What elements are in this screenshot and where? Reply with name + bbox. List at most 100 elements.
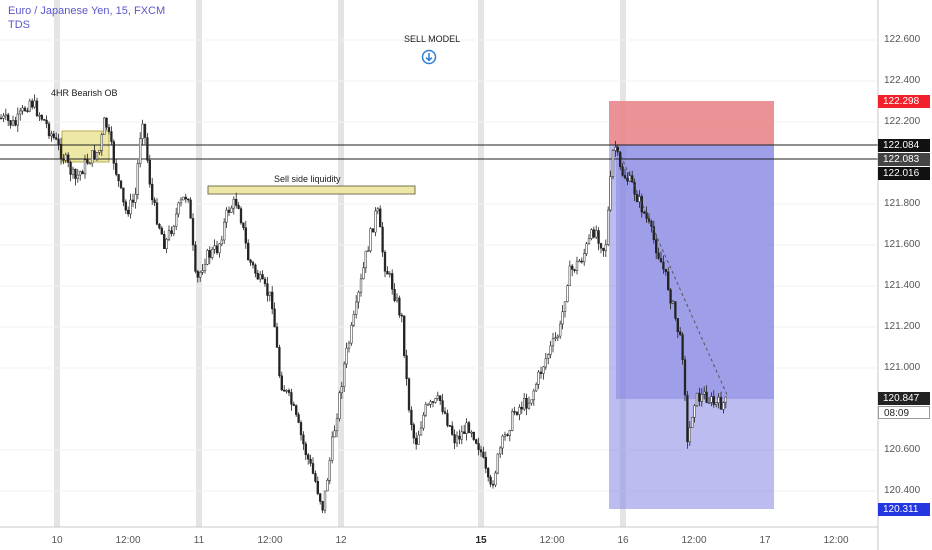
candle-body (551, 338, 555, 347)
lower-line-price-flag[interactable]: 122.083 (878, 153, 930, 166)
candle-body (220, 239, 223, 245)
target-price-flag[interactable]: 120.311 (878, 503, 930, 516)
candle-body (110, 131, 113, 142)
candle-body (703, 391, 706, 395)
candle-body (439, 395, 442, 401)
candle-body (117, 174, 120, 182)
candle-body (599, 243, 603, 249)
filled-profit-zone (616, 145, 774, 399)
candle-body (592, 229, 595, 238)
candle-body (695, 392, 699, 407)
bearish-ob-label: 4HR Bearish OB (51, 88, 118, 98)
candle-body (355, 301, 358, 315)
projection-line[interactable] (615, 144, 729, 398)
candle-body (175, 213, 178, 227)
y-tick: 120.600 (884, 444, 921, 455)
candle-body (470, 431, 473, 434)
upper-line-price-flag[interactable]: 122.084 (878, 139, 930, 152)
candle-body (623, 175, 627, 179)
candle-body (542, 366, 545, 374)
candle-body (391, 273, 394, 290)
candle-body (715, 402, 718, 405)
candle-body (340, 386, 343, 394)
candle-body (239, 208, 243, 224)
candle-body (453, 434, 456, 444)
candle-body (105, 117, 108, 128)
candle-body (223, 221, 226, 241)
candle-body (573, 269, 576, 271)
x-tick: 12:00 (681, 535, 707, 546)
candle-body (717, 397, 720, 404)
candle-body (686, 394, 689, 443)
candle-body (400, 314, 403, 317)
candle-body (674, 301, 677, 319)
candle-body (88, 162, 91, 165)
candle-body (98, 150, 101, 153)
stop-price-flag[interactable]: 122.298 (878, 95, 930, 108)
candle-body (62, 158, 65, 161)
candle-body (177, 202, 180, 215)
candle-body (607, 209, 610, 245)
candle-body (232, 198, 235, 209)
current-price-flag[interactable]: 120.847 (878, 392, 930, 405)
candle-body (556, 335, 559, 339)
candle-body (369, 228, 372, 252)
candle-body (268, 291, 271, 296)
candle-body (446, 413, 449, 426)
symbol-title[interactable]: Euro / Japanese Yen, 15, FXCM (8, 5, 166, 17)
candle-body (422, 414, 425, 429)
bar-countdown: 08:09 (878, 406, 930, 419)
candle-body (153, 199, 156, 203)
candle-body (124, 201, 127, 211)
candle-body (9, 120, 12, 126)
candle-body (688, 427, 691, 443)
candle-body (424, 404, 427, 416)
candle-body (671, 301, 675, 304)
x-tick: 11 (193, 535, 205, 546)
candle-body (595, 230, 598, 238)
candle-body (309, 458, 312, 464)
candle-body (95, 152, 99, 160)
candle-body (103, 117, 106, 135)
candle-body (463, 431, 466, 434)
candle-body (165, 238, 168, 249)
candle-body (194, 244, 197, 272)
candle-body (33, 100, 36, 108)
candle-body (201, 270, 204, 273)
candle-body (376, 208, 379, 212)
candle-body (196, 271, 199, 278)
candle-body (436, 395, 439, 399)
candle-body (160, 227, 163, 235)
candle-body (515, 411, 519, 415)
candle-body (643, 211, 646, 214)
stop-loss-zone[interactable] (609, 101, 774, 145)
candle-body (134, 194, 137, 203)
candle-body (280, 375, 283, 391)
candle-body (235, 198, 238, 206)
candle-body (626, 178, 629, 182)
down-arrow-circle-icon[interactable] (421, 49, 437, 65)
candle-body (458, 435, 461, 440)
candle-body (213, 245, 216, 250)
candle-body (338, 392, 341, 420)
y-tick: 121.200 (884, 321, 921, 332)
candle-body (191, 218, 195, 246)
candle-body (139, 138, 142, 164)
candle-body (297, 414, 300, 423)
candle-body (333, 430, 336, 438)
x-tick: 10 (51, 535, 63, 546)
take-profit-zone[interactable] (609, 145, 774, 509)
candle-body (11, 120, 15, 126)
candle-body (35, 100, 39, 116)
indicator-label[interactable]: TDS (8, 19, 30, 31)
candle-body (635, 194, 639, 203)
entry-price-flag[interactable]: 122.016 (878, 167, 930, 180)
sell-side-liquidity-box[interactable] (207, 185, 416, 195)
candle-body (302, 434, 305, 445)
candle-body (638, 196, 641, 203)
candle-body (299, 422, 303, 436)
candle-body (107, 127, 111, 132)
candle-body (407, 378, 411, 411)
candle-body (710, 396, 713, 403)
